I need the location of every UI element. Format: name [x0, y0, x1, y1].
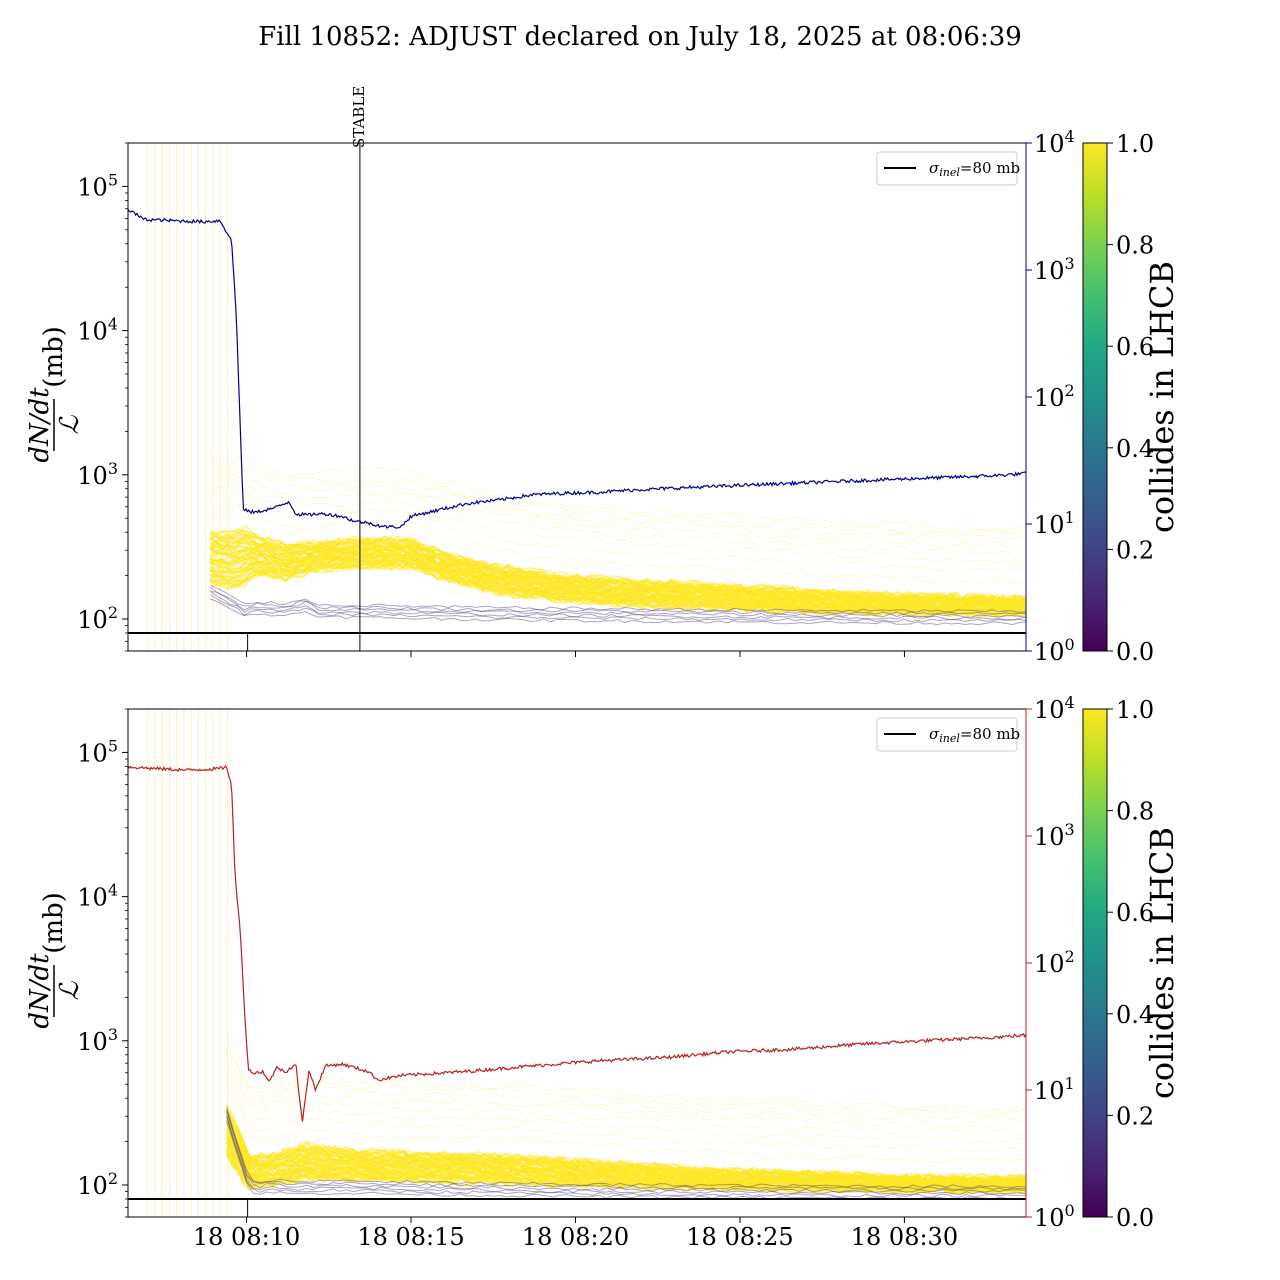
- colorbar-tick-label: 0.4: [1116, 435, 1154, 463]
- noncollider-trace: [209, 591, 1026, 621]
- upper-ylabel-unit: (mb): [39, 326, 69, 388]
- lower-legend-label: σinel=80 mb: [929, 725, 1020, 745]
- collider-trace-faint: [226, 1078, 1026, 1153]
- upper-panel: 102 103 104 105 100 101 102 103 104 dN/dt ℒ (mb…: [25, 86, 1181, 666]
- right-tick-label: 102: [1034, 381, 1075, 412]
- noncollider-trace: [210, 598, 1026, 626]
- x-tick-label: 18 08:30: [851, 1223, 958, 1251]
- collider-trace-faint: [210, 490, 1026, 565]
- collider-trace-faint: [210, 463, 1026, 535]
- collider-trace-faint: [210, 509, 1026, 584]
- lower-colorbar-label: collides in LHCB: [1143, 827, 1181, 1099]
- x-tick-label: 18 08:10: [193, 1223, 300, 1251]
- upper-legend-label: σinel=80 mb: [929, 159, 1020, 179]
- y-tick-label: 104: [77, 881, 118, 912]
- collider-trace-faint: [226, 1042, 1026, 1116]
- upper-legend: σinel=80 mb: [876, 151, 1020, 186]
- colorbar-tick-label: 0.4: [1116, 1001, 1154, 1029]
- x-tick-label: 18 08:25: [686, 1223, 793, 1251]
- collider-trace-faint: [210, 502, 1026, 573]
- x-tick-label: 18 08:15: [357, 1223, 464, 1251]
- right-tick-label: 104: [1034, 127, 1075, 158]
- right-tick-label: 101: [1034, 1074, 1075, 1105]
- collider-trace-faint: [226, 1070, 1026, 1144]
- y-tick-label: 102: [77, 1169, 118, 1200]
- noncollider-trace: [226, 1115, 1026, 1196]
- collider-trace-faint: [210, 474, 1026, 549]
- right-axis-series: [128, 209, 1026, 530]
- upper-ylabel-denominator: ℒ: [55, 414, 85, 434]
- collider-trace-faint: [226, 1051, 1026, 1128]
- colorbar-tick-label: 0.8: [1116, 798, 1154, 826]
- y-tick-label: 105: [77, 736, 118, 767]
- collider-trace: [209, 524, 1026, 603]
- right-axis-series: [128, 765, 1026, 1122]
- noncollider-trace: [226, 1109, 1026, 1191]
- colorbar-tick-label: 0.6: [1116, 899, 1154, 927]
- y-tick-label: 104: [77, 315, 118, 346]
- upper-y-axis-label: dN/dt ℒ (mb): [25, 326, 85, 462]
- colorbar-tick-label: 0.2: [1116, 1102, 1154, 1130]
- noncollider-trace: [226, 1111, 1026, 1193]
- right-tick-label: 100: [1034, 1201, 1075, 1232]
- collider-trace-faint: [210, 480, 1026, 557]
- lower-plot-frame: [127, 708, 1027, 1218]
- collider-trace-faint: [210, 456, 1026, 531]
- right-tick-label: 104: [1034, 693, 1075, 724]
- colorbar-tick-label: 1.0: [1116, 696, 1154, 724]
- collider-trace-faint: [226, 1049, 1026, 1123]
- colorbar-tick-label: 0.8: [1116, 232, 1154, 260]
- colorbar-tick-label: 0.0: [1116, 1204, 1154, 1232]
- y-tick-label: 103: [77, 459, 118, 490]
- right-tick-label: 102: [1034, 947, 1075, 978]
- collider-trace: [225, 1106, 1026, 1182]
- collider-trace-faint: [226, 1064, 1026, 1136]
- right-tick-label: 100: [1034, 635, 1075, 666]
- y-tick-label: 102: [77, 603, 118, 634]
- x-tick-label: 18 08:20: [522, 1223, 629, 1251]
- stable-label: STABLE: [350, 86, 368, 148]
- lower-legend: σinel=80 mb: [876, 717, 1020, 752]
- collider-trace-faint: [226, 1089, 1026, 1164]
- right-tick-label: 103: [1034, 820, 1075, 851]
- colorbar-tick-label: 0.2: [1116, 536, 1154, 564]
- lower-y-axis-label: dN/dt ℒ (mb): [25, 892, 85, 1028]
- right-tick-label: 101: [1034, 508, 1075, 539]
- collider-trace-faint: [210, 472, 1026, 541]
- noncollider-trace: [226, 1106, 1026, 1189]
- lower-ylabel-numerator: dN/dt: [25, 953, 55, 1029]
- noncollider-trace: [209, 584, 1026, 613]
- lower-ylabel-unit: (mb): [39, 892, 69, 954]
- upper-colorbar-label: collides in LHCB: [1143, 261, 1181, 533]
- chart-title: Fill 10852: ADJUST declared on July 18, …: [258, 22, 1022, 52]
- right-tick-label: 103: [1034, 254, 1075, 285]
- noncollider-trace: [209, 594, 1026, 623]
- lower-panel: 102 103 104 105 100 101 102 103 104 18 08:10 18 …: [25, 693, 1181, 1251]
- collider-trace-faint: [226, 1038, 1026, 1112]
- collider-trace: [210, 528, 1026, 603]
- colorbar-tick-label: 0.0: [1116, 638, 1154, 666]
- colorbar-tick-label: 0.6: [1116, 333, 1154, 361]
- upper-ylabel-numerator: dN/dt: [25, 387, 55, 463]
- noncollider-trace: [226, 1116, 1026, 1198]
- lower-colorbar: 0.0 0.2 0.4 0.6 0.8 1.0 collides in LHCB: [1082, 696, 1181, 1232]
- y-tick-label: 103: [77, 1025, 118, 1056]
- upper-colorbar: 0.0 0.2 0.4 0.6 0.8 1.0 collides in LHCB: [1082, 130, 1181, 666]
- colorbar-tick-label: 1.0: [1116, 130, 1154, 158]
- noncollider-trace: [209, 586, 1026, 616]
- y-tick-label: 105: [77, 170, 118, 201]
- noncollider-trace: [210, 591, 1026, 618]
- lower-ylabel-denominator: ℒ: [55, 980, 85, 1000]
